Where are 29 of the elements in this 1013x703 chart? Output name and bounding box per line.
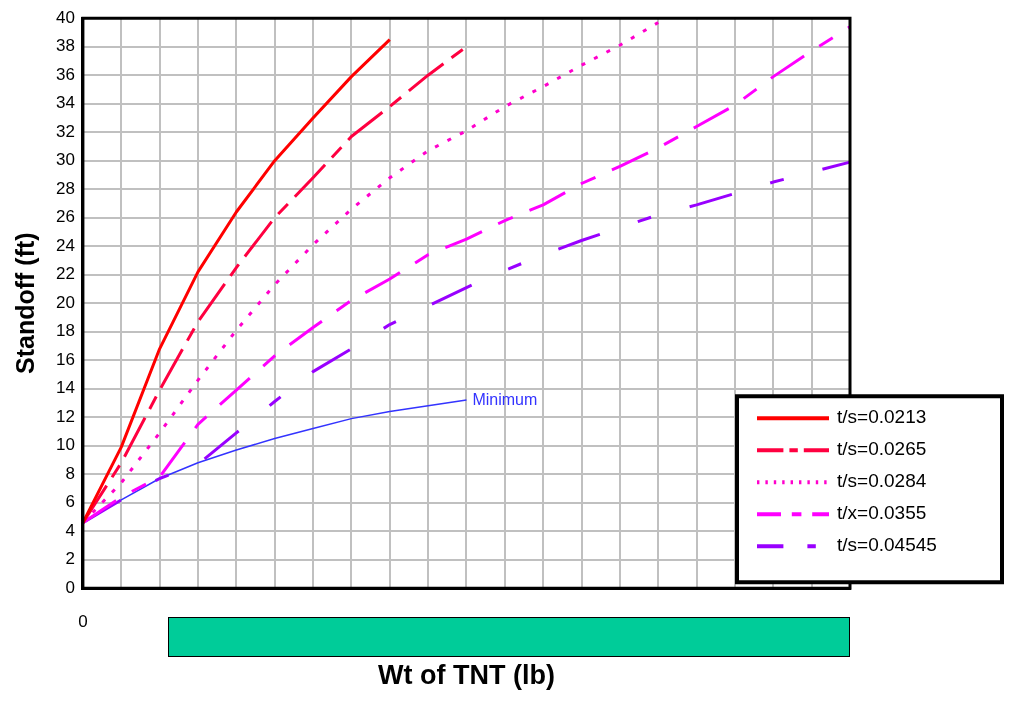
y-tick-label: 22 <box>55 264 75 284</box>
y-tick-label: 30 <box>55 150 75 170</box>
y-tick-label: 24 <box>55 235 75 255</box>
y-tick-label: 6 <box>65 492 75 512</box>
y-tick-label: 36 <box>55 64 75 84</box>
y-tick-label: 0 <box>65 577 75 597</box>
legend-label: t/x=0.0355 <box>837 502 927 524</box>
legend-label: t/s=0.0284 <box>837 470 927 492</box>
y-tick-label: 32 <box>55 121 75 141</box>
y-tick-label: 26 <box>55 207 75 227</box>
y-tick-label: 28 <box>55 178 75 198</box>
y-tick-label: 10 <box>55 435 75 455</box>
y-tick-label: 14 <box>55 378 75 398</box>
series-label: Minimum <box>472 390 538 408</box>
y-tick-label: 16 <box>55 349 75 369</box>
y-tick-label: 8 <box>65 463 75 483</box>
y-tick-label: 38 <box>55 36 75 56</box>
y-tick-label: 18 <box>55 321 75 341</box>
legend-label: t/s=0.04545 <box>837 534 937 556</box>
x-axis-title: Wt of TNT (lb) <box>377 660 555 691</box>
y-tick-label: 20 <box>55 292 75 312</box>
y-tick-label: 4 <box>65 520 75 540</box>
y-tick-label: 40 <box>55 7 75 27</box>
y-tick-label: 34 <box>55 93 75 113</box>
y-tick-label: 12 <box>55 406 75 426</box>
legend-label: t/s=0.0213 <box>837 406 927 428</box>
legend-label: t/s=0.0265 <box>837 438 927 460</box>
y-axis-title: Standoff (ft) <box>10 232 39 375</box>
y-tick-label: 2 <box>65 549 75 569</box>
